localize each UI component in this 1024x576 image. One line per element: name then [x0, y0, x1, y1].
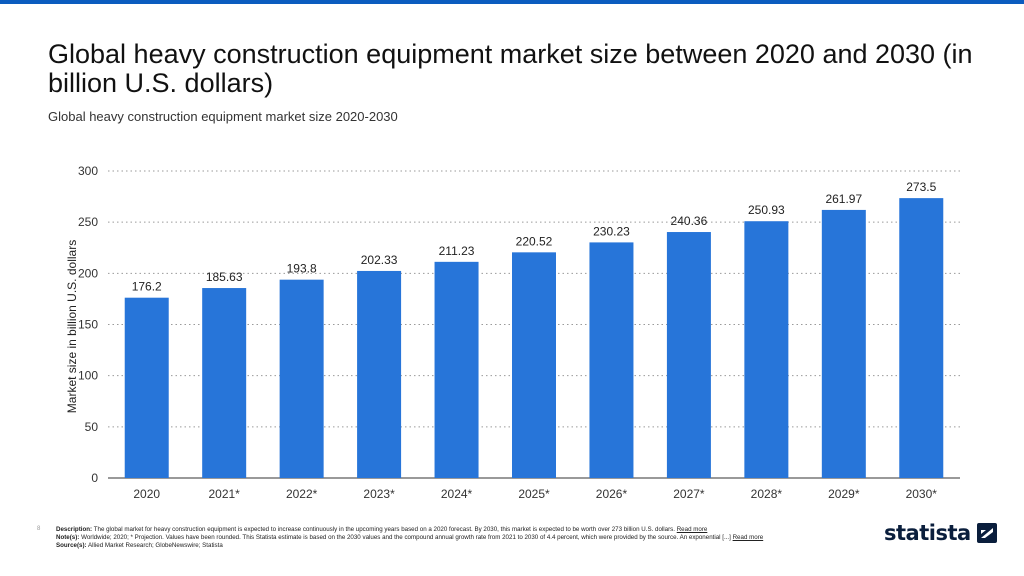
- data-label: 240.36: [671, 214, 708, 228]
- description-label: Description:: [56, 526, 93, 533]
- statista-logo[interactable]: statista: [884, 521, 997, 545]
- bar: [512, 252, 556, 478]
- bar: [124, 297, 169, 478]
- sources-text: Allied Market Research; GlobeNewswire; S…: [88, 542, 223, 549]
- x-tick-label: 2028*: [751, 487, 783, 501]
- bar: [279, 279, 324, 478]
- bar: [202, 288, 247, 478]
- description-line: Description: The global market for heavy…: [56, 526, 856, 534]
- statista-logo-icon: [976, 523, 997, 543]
- x-tick-label: 2021*: [208, 487, 240, 501]
- page-title: Global heavy construction equipment mark…: [48, 39, 973, 98]
- x-tick-label: 2029*: [828, 487, 860, 501]
- footer-index: 8: [37, 526, 41, 532]
- bar-chart: 0 50 100 150 200 250 300 Market size in billion…: [65, 164, 960, 501]
- bar: [434, 261, 479, 478]
- x-tick-label: 2022*: [286, 487, 318, 501]
- notes-line: Note(s): Worldwide; 2020; * Projection. …: [56, 534, 856, 542]
- sources-label: Source(s):: [56, 542, 87, 549]
- data-label: 273.5: [906, 180, 936, 194]
- notes-label: Note(s):: [56, 534, 80, 541]
- bar: [899, 198, 944, 478]
- x-tick-label: 2027*: [673, 487, 705, 501]
- y-tick-label: 150: [78, 318, 98, 332]
- sources-line: Source(s): Allied Market Research; Globe…: [56, 542, 856, 550]
- x-tick-label: 2025*: [518, 487, 550, 501]
- y-tick-label: 300: [78, 164, 98, 178]
- x-tick-label: 2030*: [906, 487, 938, 501]
- data-label: 185.63: [206, 270, 243, 284]
- data-label: 202.33: [361, 253, 398, 267]
- notes-text: Worldwide; 2020; * Projection. Values ha…: [81, 534, 731, 541]
- data-label: 261.97: [825, 192, 862, 206]
- bar: [744, 221, 789, 478]
- x-tick-label: 2020: [133, 487, 160, 501]
- x-tick-label: 2024*: [441, 487, 473, 501]
- y-tick-label: 0: [91, 471, 98, 485]
- page-subtitle: Global heavy construction equipment mark…: [48, 109, 398, 124]
- description-read-more-link[interactable]: Read more: [676, 526, 708, 533]
- y-tick-label: 50: [85, 420, 99, 434]
- x-tick-label: 2023*: [363, 487, 395, 501]
- data-label: 211.23: [439, 244, 475, 258]
- x-tick-label: 2026*: [596, 487, 628, 501]
- description-text: The global market for heavy construction…: [93, 526, 675, 533]
- bar: [589, 242, 634, 478]
- top-accent-bar: [0, 0, 1024, 4]
- y-tick-label: 250: [78, 215, 98, 229]
- footer-notes: Description: The global market for heavy…: [56, 526, 856, 550]
- bar: [666, 232, 711, 478]
- y-tick-label: 200: [78, 266, 98, 280]
- bar: [357, 270, 402, 478]
- data-label: 176.2: [132, 280, 162, 294]
- y-tick-label: 100: [78, 369, 98, 383]
- data-label: 250.93: [748, 203, 785, 217]
- data-label: 220.52: [516, 234, 553, 248]
- y-axis-label: Market size in billion U.S. dollars: [65, 240, 79, 413]
- bar: [821, 209, 866, 478]
- data-label: 193.8: [287, 262, 317, 276]
- data-label: 230.23: [593, 224, 630, 238]
- brand-name: statista: [884, 521, 971, 545]
- notes-read-more-link[interactable]: Read more: [732, 534, 764, 541]
